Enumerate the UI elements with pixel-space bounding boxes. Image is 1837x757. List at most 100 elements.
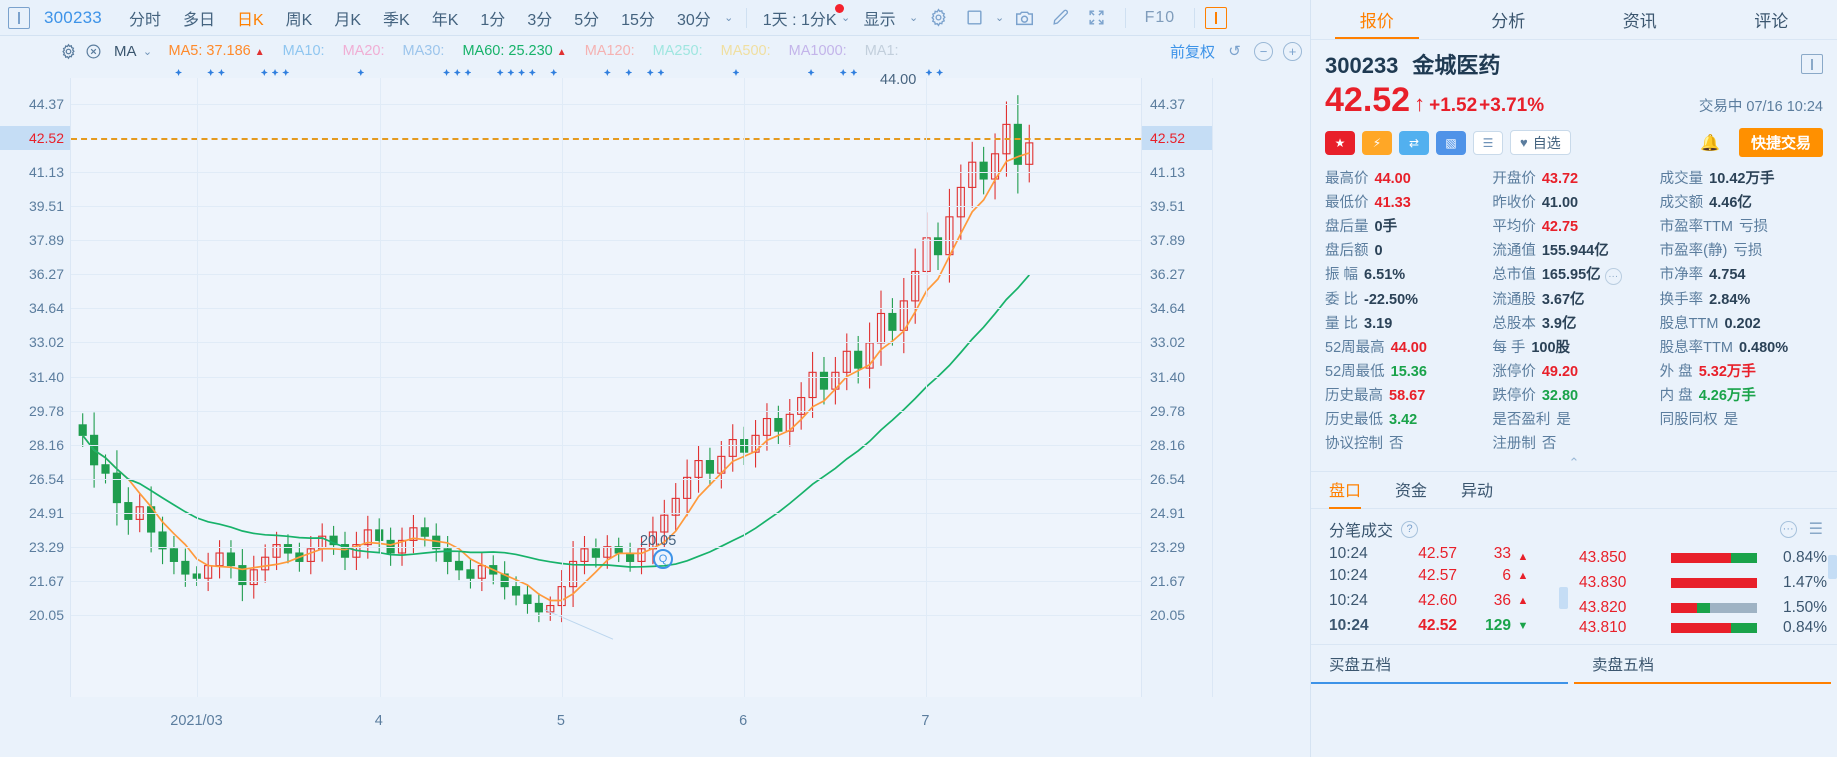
- tick-row[interactable]: 10:24 42.57 6 ▲: [1329, 563, 1567, 588]
- tick-row[interactable]: 10:24 42.57 33 ▲: [1329, 545, 1567, 563]
- multi-period-label[interactable]: 1天 : 1分K: [757, 3, 844, 30]
- more-options-icon[interactable]: ···: [1779, 520, 1797, 538]
- period-day-k[interactable]: 日K: [236, 11, 264, 29]
- tick-row[interactable]: 10:24 42.60 36 ▲: [1329, 588, 1567, 613]
- event-marker-icon[interactable]: [518, 69, 526, 76]
- more-info-icon[interactable]: ···: [1604, 268, 1622, 286]
- event-marker-icon[interactable]: [207, 69, 215, 76]
- panel-toggle-icon[interactable]: [8, 6, 30, 29]
- pencil-icon[interactable]: [1046, 5, 1076, 31]
- period-fenshi[interactable]: 分时: [128, 11, 161, 29]
- display-chevron-down-icon[interactable]: ⌄: [908, 12, 919, 24]
- period-week-k[interactable]: 周K: [285, 11, 313, 29]
- camera-icon[interactable]: [1010, 5, 1040, 31]
- zoom-out-icon[interactable]: −: [1254, 41, 1273, 61]
- china-flag-icon[interactable]: ★: [1325, 130, 1355, 155]
- price-level-row[interactable]: 43.810 0.84%: [1579, 620, 1827, 636]
- expand-panel-icon[interactable]: [1801, 54, 1823, 74]
- subtab-funds[interactable]: 资金: [1395, 483, 1428, 501]
- buy-five-levels[interactable]: 买盘五档: [1311, 645, 1574, 685]
- subtab-orderbook[interactable]: 盘口: [1329, 477, 1362, 510]
- event-marker-icon[interactable]: [464, 69, 472, 76]
- add-to-watchlist-button[interactable]: ♥ 自选: [1510, 130, 1571, 156]
- gear-icon[interactable]: [924, 5, 954, 31]
- display-menu[interactable]: 显示: [863, 11, 896, 29]
- help-icon[interactable]: ?: [1401, 520, 1419, 538]
- event-marker-icon[interactable]: [282, 69, 290, 76]
- event-marker-icon[interactable]: [839, 69, 847, 76]
- price-level-row[interactable]: 43.850 0.84%: [1579, 545, 1827, 570]
- price-level-row[interactable]: 43.820 1.50%: [1579, 595, 1827, 620]
- period-15min[interactable]: 15分: [621, 11, 655, 29]
- lightning-icon[interactable]: ⚡: [1362, 130, 1392, 155]
- period-duori[interactable]: 多日: [182, 11, 215, 29]
- sell-five-levels[interactable]: 卖盘五档: [1574, 645, 1837, 685]
- tab-analysis[interactable]: 分析: [1491, 12, 1526, 31]
- period-more-chevron-down-icon[interactable]: ⌄: [724, 12, 734, 24]
- event-marker-icon[interactable]: [603, 69, 611, 76]
- event-marker-icon[interactable]: [453, 69, 461, 76]
- candlestick-plot[interactable]: [70, 78, 1142, 697]
- period-30min[interactable]: 30分: [676, 11, 711, 29]
- layout-chevron-down-icon[interactable]: ⌄: [994, 12, 1005, 24]
- tab-news[interactable]: 资讯: [1622, 12, 1657, 31]
- event-marker-icon[interactable]: [217, 69, 225, 76]
- event-marker-icon[interactable]: [507, 69, 515, 76]
- tab-quote[interactable]: 报价: [1311, 0, 1443, 39]
- adjust-mode-button[interactable]: 前复权: [1169, 43, 1215, 61]
- sidebar-toggle-icon[interactable]: [1205, 6, 1228, 29]
- indicator-chevron-down-icon[interactable]: ⌄: [142, 45, 153, 58]
- stat-label: 昨收价: [1492, 195, 1536, 212]
- event-marker-icon[interactable]: [496, 69, 504, 76]
- period-quarter-k[interactable]: 季K: [383, 11, 410, 29]
- event-marker-icon[interactable]: [732, 69, 740, 76]
- indicator-close-icon[interactable]: [85, 43, 102, 60]
- subtab-anomaly[interactable]: 异动: [1461, 483, 1494, 501]
- f10-button[interactable]: F10: [1144, 8, 1176, 26]
- event-marker-icon[interactable]: [850, 69, 858, 76]
- toolbar-stock-code[interactable]: 300233: [44, 7, 102, 27]
- period-3min[interactable]: 3分: [527, 11, 553, 29]
- event-marker-icon[interactable]: [646, 69, 654, 76]
- price-level-rows[interactable]: 43.850 0.84% 43.830 1.47% 43.820 1.50% 43.810 0…: [1567, 545, 1827, 638]
- event-marker-icon[interactable]: [260, 69, 268, 76]
- event-marker-icon[interactable]: [443, 69, 451, 76]
- period-year-k[interactable]: 年K: [431, 11, 459, 29]
- compare-icon[interactable]: ⇄: [1399, 130, 1429, 155]
- period-1min[interactable]: 1分: [480, 11, 506, 29]
- stat-value: 3.9亿: [1541, 316, 1577, 333]
- undo-icon[interactable]: ↺: [1228, 43, 1241, 60]
- layout-icon[interactable]: [960, 5, 990, 31]
- period-month-k[interactable]: 月K: [334, 11, 362, 29]
- chart-snapshot-icon[interactable]: ▧: [1436, 130, 1466, 155]
- tick-scrollbar[interactable]: [1559, 587, 1568, 610]
- event-marker-icon[interactable]: [936, 69, 944, 76]
- price-level-row[interactable]: 43.830 1.47%: [1579, 570, 1827, 595]
- tick-list-body[interactable]: 10:24 42.57 33 ▲ 10:24 42.57 6 ▲ 10:24 42.60 36 ▲ 10…: [1311, 545, 1837, 638]
- multi-period-chevron-down-icon[interactable]: ⌄: [840, 12, 851, 24]
- event-marker-icon[interactable]: [807, 69, 815, 76]
- tab-comments[interactable]: 评论: [1754, 12, 1789, 31]
- tick-row[interactable]: 10:24 42.52 129 ▼: [1329, 613, 1567, 638]
- zoom-in-icon[interactable]: +: [1283, 41, 1302, 61]
- alert-bell-icon[interactable]: 🔔: [1700, 134, 1720, 152]
- period-5min[interactable]: 5分: [574, 11, 600, 29]
- list-view-icon[interactable]: ☰: [1808, 521, 1823, 539]
- quick-trade-button[interactable]: 快捷交易: [1738, 128, 1823, 158]
- indicator-name[interactable]: MA: [114, 42, 137, 60]
- event-marker-icon[interactable]: [271, 69, 279, 76]
- tick-rows[interactable]: 10:24 42.57 33 ▲ 10:24 42.57 6 ▲ 10:24 42.60 36 ▲ 10…: [1329, 545, 1567, 638]
- event-marker-icon[interactable]: [550, 69, 558, 76]
- chart-body[interactable]: 44.37 42.52 41.13 39.51 37.89 36.27 34.64 33.02…: [0, 66, 1310, 757]
- level-scrollbar[interactable]: [1828, 555, 1837, 580]
- event-marker-icon[interactable]: [925, 69, 933, 76]
- fullscreen-icon[interactable]: [1082, 5, 1112, 31]
- event-marker-icon[interactable]: [175, 69, 183, 76]
- event-marker-icon[interactable]: [357, 69, 365, 76]
- collapse-stats-chevron-up-icon[interactable]: ⌃: [1568, 455, 1580, 471]
- event-marker-icon[interactable]: [625, 69, 633, 76]
- notes-icon[interactable]: ☰: [1473, 130, 1503, 155]
- indicator-settings-gear-icon[interactable]: [60, 43, 77, 60]
- event-marker-icon[interactable]: [528, 69, 536, 76]
- event-marker-icon[interactable]: [657, 69, 665, 76]
